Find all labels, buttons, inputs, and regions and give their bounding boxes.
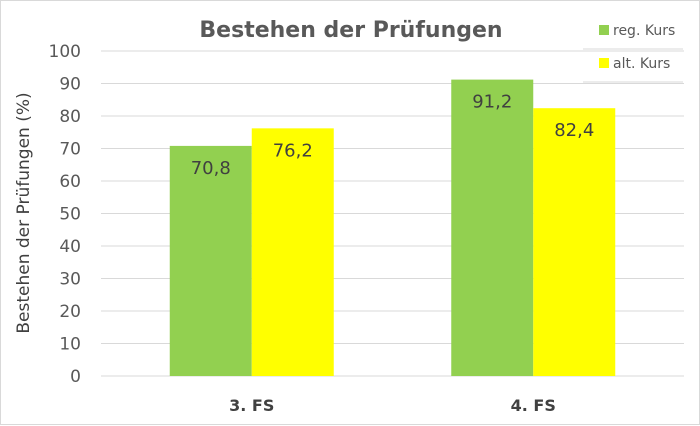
y-tick-label: 0 — [70, 367, 81, 387]
legend-label: alt. Kurs — [613, 56, 670, 72]
bar — [251, 128, 334, 376]
y-tick-label: 10 — [59, 335, 81, 355]
data-label: 76,2 — [273, 140, 313, 161]
y-tick-label: 80 — [59, 107, 81, 127]
bar — [169, 145, 252, 376]
y-tick-label: 50 — [59, 205, 81, 225]
bar — [451, 79, 534, 376]
y-axis-label: Bestehen der Prüfungen (%) — [14, 92, 34, 333]
y-tick-label: 20 — [59, 302, 81, 322]
bar — [533, 108, 616, 376]
y-tick-label: 70 — [59, 140, 81, 160]
y-tick-label: 100 — [49, 42, 81, 62]
chart-title: Bestehen der Prüfungen — [199, 18, 502, 43]
data-label: 70,8 — [191, 158, 231, 179]
data-label: 91,2 — [472, 92, 512, 113]
y-tick-label: 90 — [59, 75, 81, 95]
x-tick-label: 3. FS — [229, 396, 274, 415]
legend-swatch — [599, 25, 609, 35]
x-tick-label: 4. FS — [511, 396, 556, 415]
y-tick-label: 30 — [59, 270, 81, 290]
y-tick-label: 40 — [59, 237, 81, 257]
data-label: 82,4 — [554, 120, 594, 141]
legend-swatch — [599, 58, 609, 68]
legend-label: reg. Kurs — [613, 23, 675, 39]
y-tick-label: 60 — [59, 172, 81, 192]
